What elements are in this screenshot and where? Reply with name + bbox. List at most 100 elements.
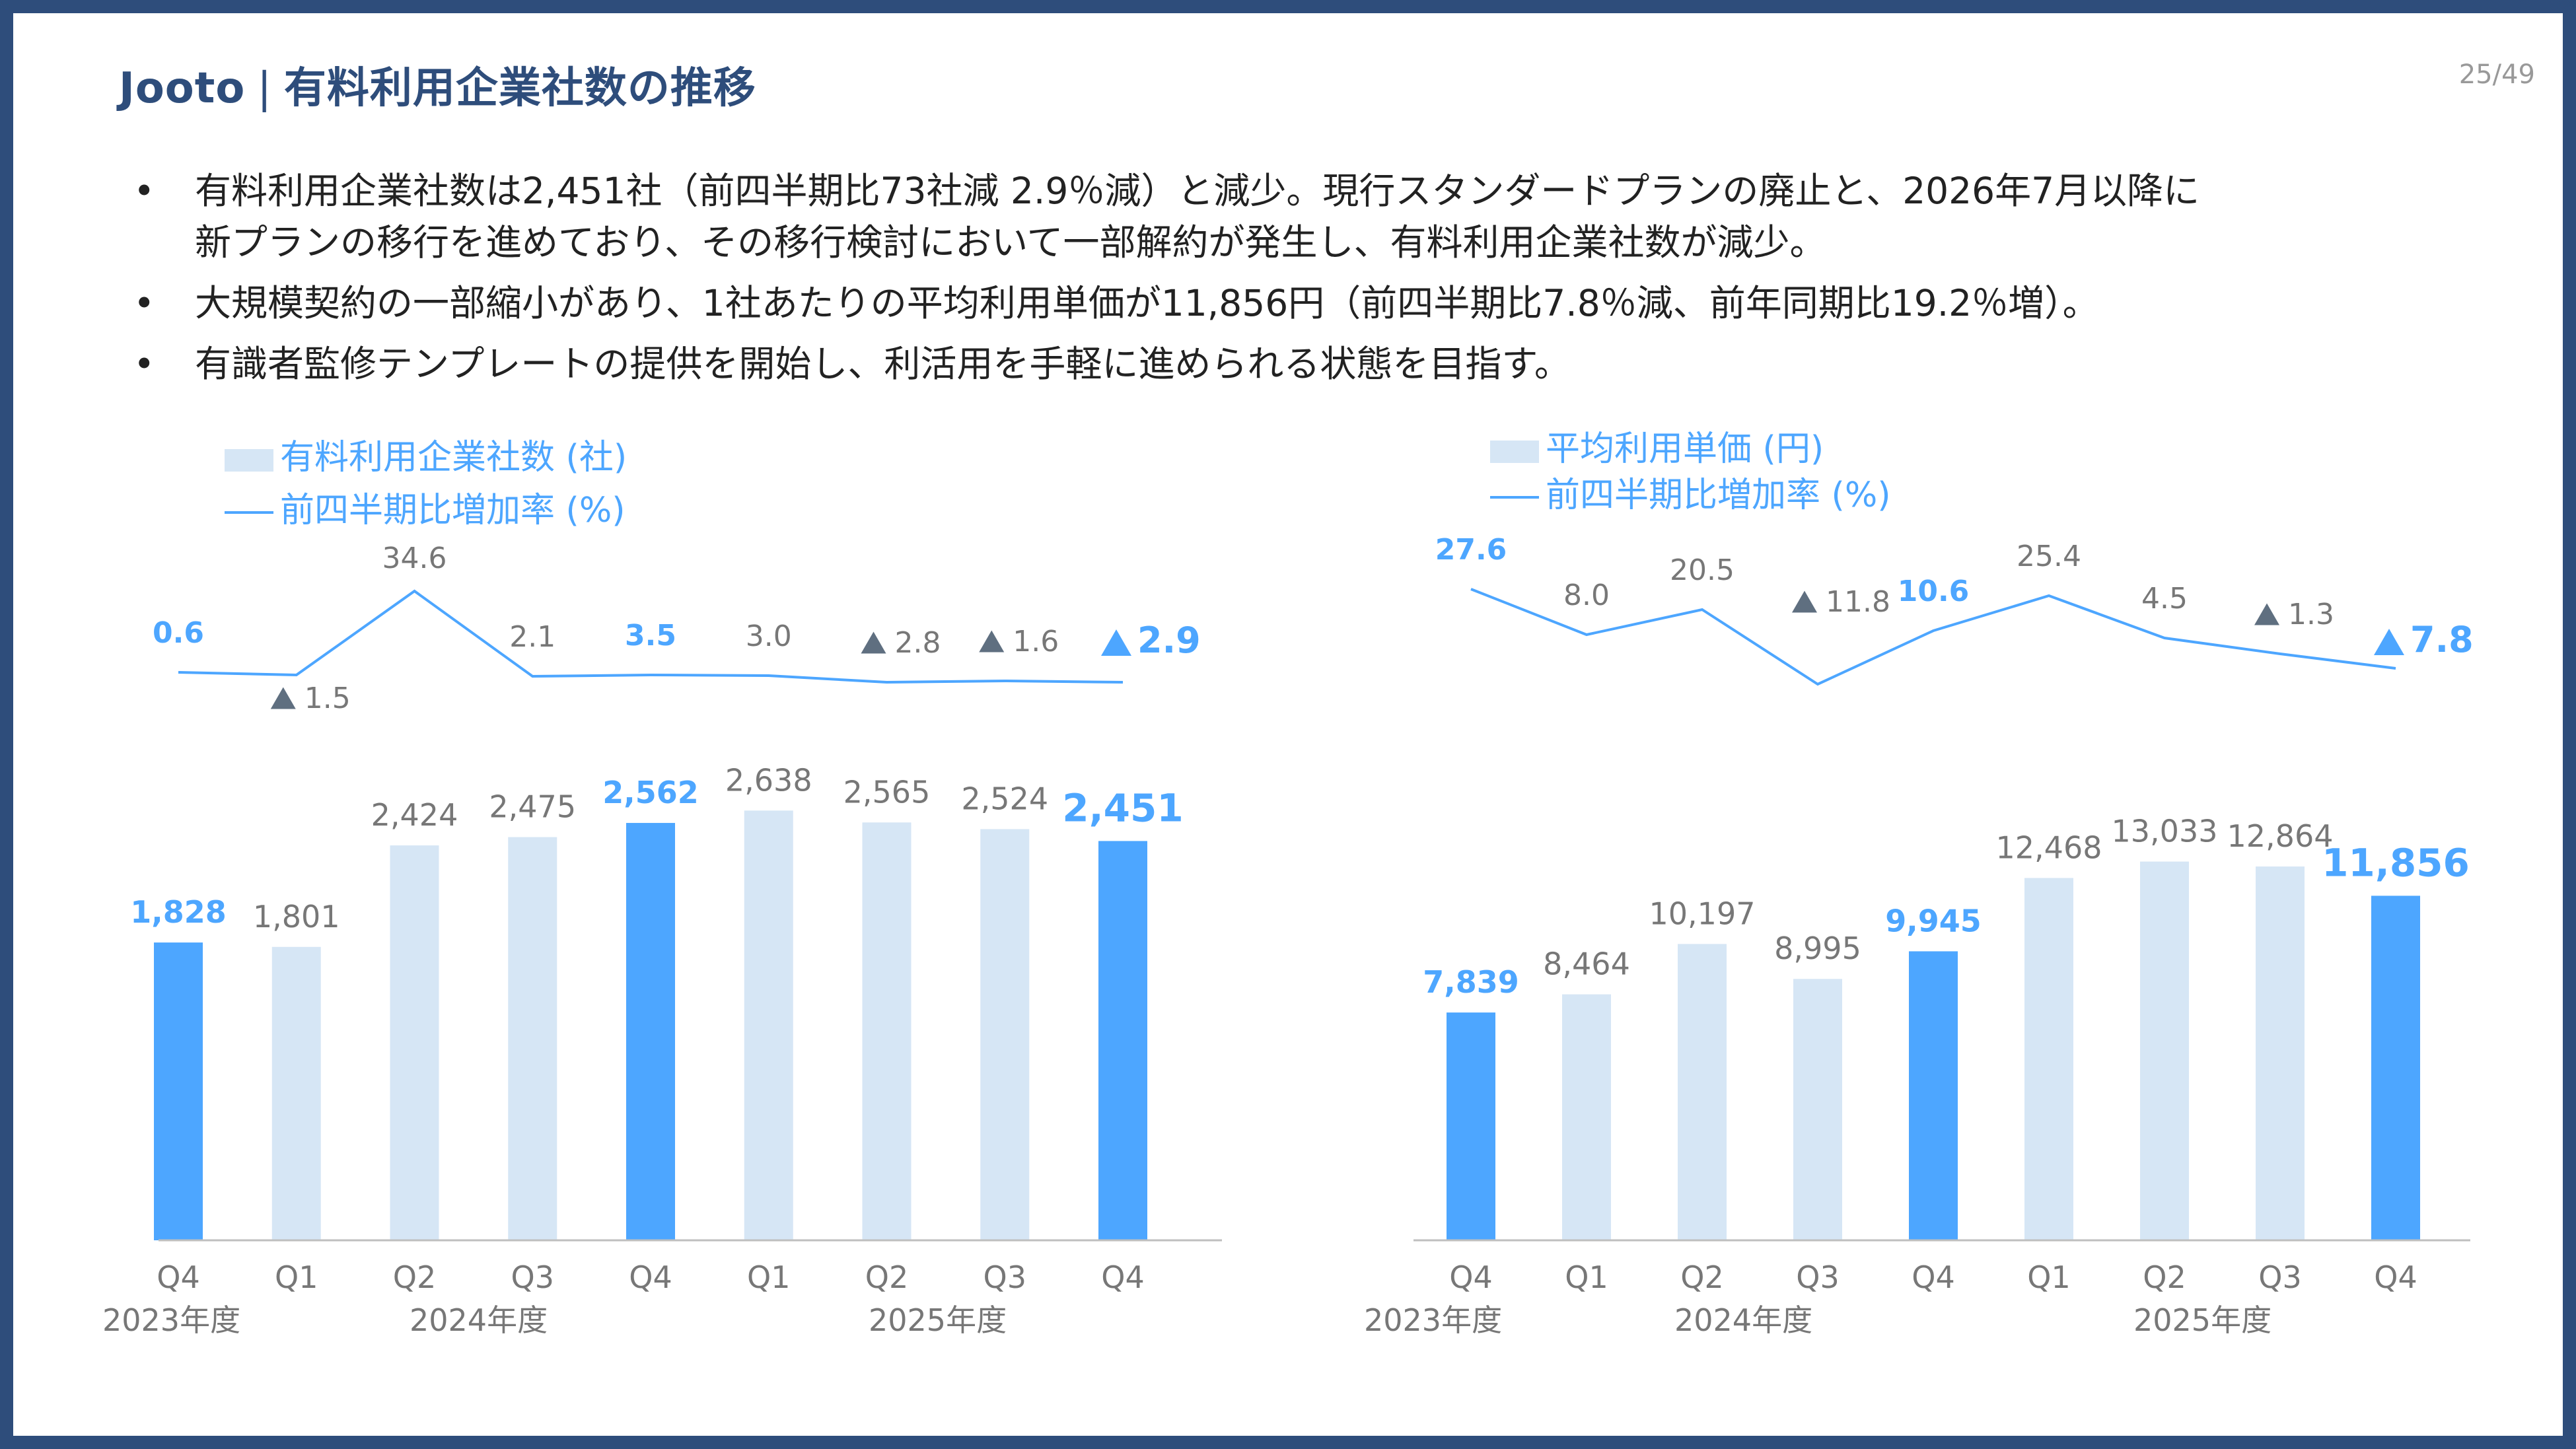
bullet-item: • 大規模契約の一部縮小があり、1社あたりの平均利用単価が11,856円（前四半…	[125, 277, 2517, 329]
negative-triangle-icon	[861, 631, 886, 654]
bar	[626, 823, 675, 1240]
fiscal-year-label: 2024年度	[410, 1302, 548, 1338]
bar-value-label: 2,562	[602, 775, 699, 810]
x-tick-label: Q2	[1680, 1259, 1723, 1295]
negative-triangle-icon	[1792, 590, 1817, 613]
growth-rate-label: 3.5	[625, 619, 676, 653]
bar	[2024, 878, 2073, 1240]
growth-rate-label: 34.6	[382, 542, 447, 575]
bullet-marker: •	[133, 282, 155, 324]
bullet-marker: •	[133, 343, 155, 385]
bar-value-label: 8,995	[1774, 931, 1861, 966]
bar-value-label: 9,945	[1885, 903, 1982, 938]
legend-line-label: 前四半期比増加率 (%)	[280, 491, 626, 530]
bar	[1793, 979, 1842, 1240]
x-tick-label: Q1	[2027, 1259, 2070, 1295]
bar-value-label: 12,864	[2227, 818, 2334, 854]
bar	[271, 946, 321, 1240]
brand-name: Jooto	[119, 64, 246, 113]
bullet-text: 有識者監修テンプレートの提供を開始し、利活用を手軽に進められる状態を目指す。	[195, 343, 1571, 385]
bar-value-label: 11,856	[2322, 840, 2470, 885]
growth-rate-label: 1.6	[1013, 625, 1059, 658]
x-tick-label: Q1	[1565, 1259, 1608, 1295]
bar	[1447, 1012, 1495, 1240]
growth-rate-label: 4.5	[2141, 582, 2188, 616]
x-tick-label: Q2	[2143, 1259, 2186, 1295]
bullet-text: 有料利用企業社数は2,451社（前四半期比73社減 2.9％減）と減少。現行スタ…	[195, 170, 2200, 212]
growth-rate-label: 25.4	[2017, 540, 2081, 573]
negative-triangle-icon	[2374, 628, 2404, 656]
x-tick-label: Q3	[511, 1259, 554, 1295]
bullet-item: • 有識者監修テンプレートの提供を開始し、利活用を手軽に進められる状態を目指す。	[125, 338, 2517, 390]
growth-rate-label: 3.0	[746, 619, 792, 653]
slide-title: 有料利用企業社数の推移	[283, 64, 756, 113]
growth-rate-label: 1.5	[304, 682, 351, 715]
bar	[744, 810, 793, 1240]
growth-rate-label: 10.6	[1898, 575, 1970, 608]
page-number: 25/49	[2458, 59, 2535, 90]
bar	[2371, 896, 2420, 1240]
bar-value-label: 13,033	[2112, 814, 2218, 849]
growth-rate-label: 27.6	[1435, 533, 1507, 567]
bar-value-label: 2,524	[961, 781, 1048, 816]
bar-value-label: 8,464	[1543, 946, 1630, 982]
title-separator: |	[257, 64, 272, 113]
page-title: Jooto | 有料利用企業社数の推移	[119, 54, 756, 115]
bar-value-label: 7,839	[1423, 964, 1519, 1000]
bar-value-label: 2,475	[489, 789, 576, 825]
bar	[1678, 944, 1727, 1240]
bar	[1909, 951, 1958, 1240]
x-tick-label: Q4	[1101, 1259, 1144, 1295]
bar	[980, 829, 1030, 1240]
bullet-text: 大規模契約の一部縮小があり、1社あたりの平均利用単価が11,856円（前四半期比…	[195, 282, 2099, 324]
bar	[154, 942, 203, 1240]
fiscal-year-label: 2025年度	[869, 1302, 1007, 1338]
fiscal-year-label: 2023年度	[102, 1302, 240, 1338]
x-tick-label: Q2	[865, 1259, 908, 1295]
bar-value-label: 2,565	[843, 774, 931, 810]
bullet-marker: •	[133, 170, 155, 212]
bar-value-label: 2,451	[1062, 785, 1183, 830]
bullet-list: • 有料利用企業社数は2,451社（前四半期比73社減 2.9％減）と減少。現行…	[125, 165, 2517, 399]
legend-bar-swatch	[1490, 441, 1539, 463]
bar-value-label: 10,197	[1649, 896, 1756, 931]
x-tick-label: Q3	[1796, 1259, 1839, 1295]
bar-value-label: 2,424	[371, 797, 458, 833]
bar	[508, 837, 557, 1240]
charts-canvas: 有料利用企業社数 (社) 前四半期比増加率 (%) 1,828 1,801 2,424 2…	[102, 429, 2474, 1338]
legend-bar-label: 平均利用単価 (円)	[1546, 429, 1824, 469]
fiscal-year-label: 2025年度	[2133, 1302, 2272, 1338]
growth-rate-label: 2.9	[1137, 619, 1201, 661]
bullet-item: • 有料利用企業社数は2,451社（前四半期比73社減 2.9％減）と減少。現行…	[125, 165, 2517, 268]
x-tick-label: Q1	[275, 1259, 318, 1295]
growth-rate-label: 1.3	[2288, 598, 2334, 631]
bar-value-label: 1,801	[253, 899, 340, 935]
negative-triangle-icon	[270, 687, 296, 709]
bar	[2256, 866, 2305, 1240]
growth-rate-line	[178, 589, 1124, 684]
bar	[390, 845, 439, 1240]
bar	[1562, 994, 1611, 1240]
growth-rate-label: 8.0	[1563, 579, 1610, 612]
growth-rate-label: 20.5	[1670, 553, 1735, 587]
bullet-text: 新プランの移行を進めており、その移行検討において一部解約が発生し、有料利用企業社…	[195, 221, 1826, 264]
bar	[1098, 841, 1147, 1240]
legend-line-label: 前四半期比増加率 (%)	[1546, 476, 1891, 515]
bar	[2140, 861, 2189, 1240]
negative-triangle-icon	[979, 630, 1005, 653]
x-tick-label: Q4	[629, 1259, 672, 1295]
x-tick-label: Q4	[1449, 1259, 1492, 1295]
bar-value-label: 1,828	[130, 894, 227, 930]
growth-rate-label: 11.8	[1826, 585, 1890, 619]
negative-triangle-icon	[1101, 629, 1131, 656]
x-tick-label: Q3	[2258, 1259, 2301, 1295]
legend-bar-label: 有料利用企業社数 (社)	[280, 438, 627, 477]
x-tick-label: Q4	[1912, 1259, 1954, 1295]
growth-rate-label: 0.6	[153, 616, 204, 650]
x-tick-label: Q3	[984, 1259, 1026, 1295]
growth-rate-label: 2.1	[509, 620, 555, 654]
negative-triangle-icon	[2254, 603, 2279, 625]
growth-rate-line	[1470, 588, 2396, 686]
x-tick-label: Q1	[747, 1259, 790, 1295]
